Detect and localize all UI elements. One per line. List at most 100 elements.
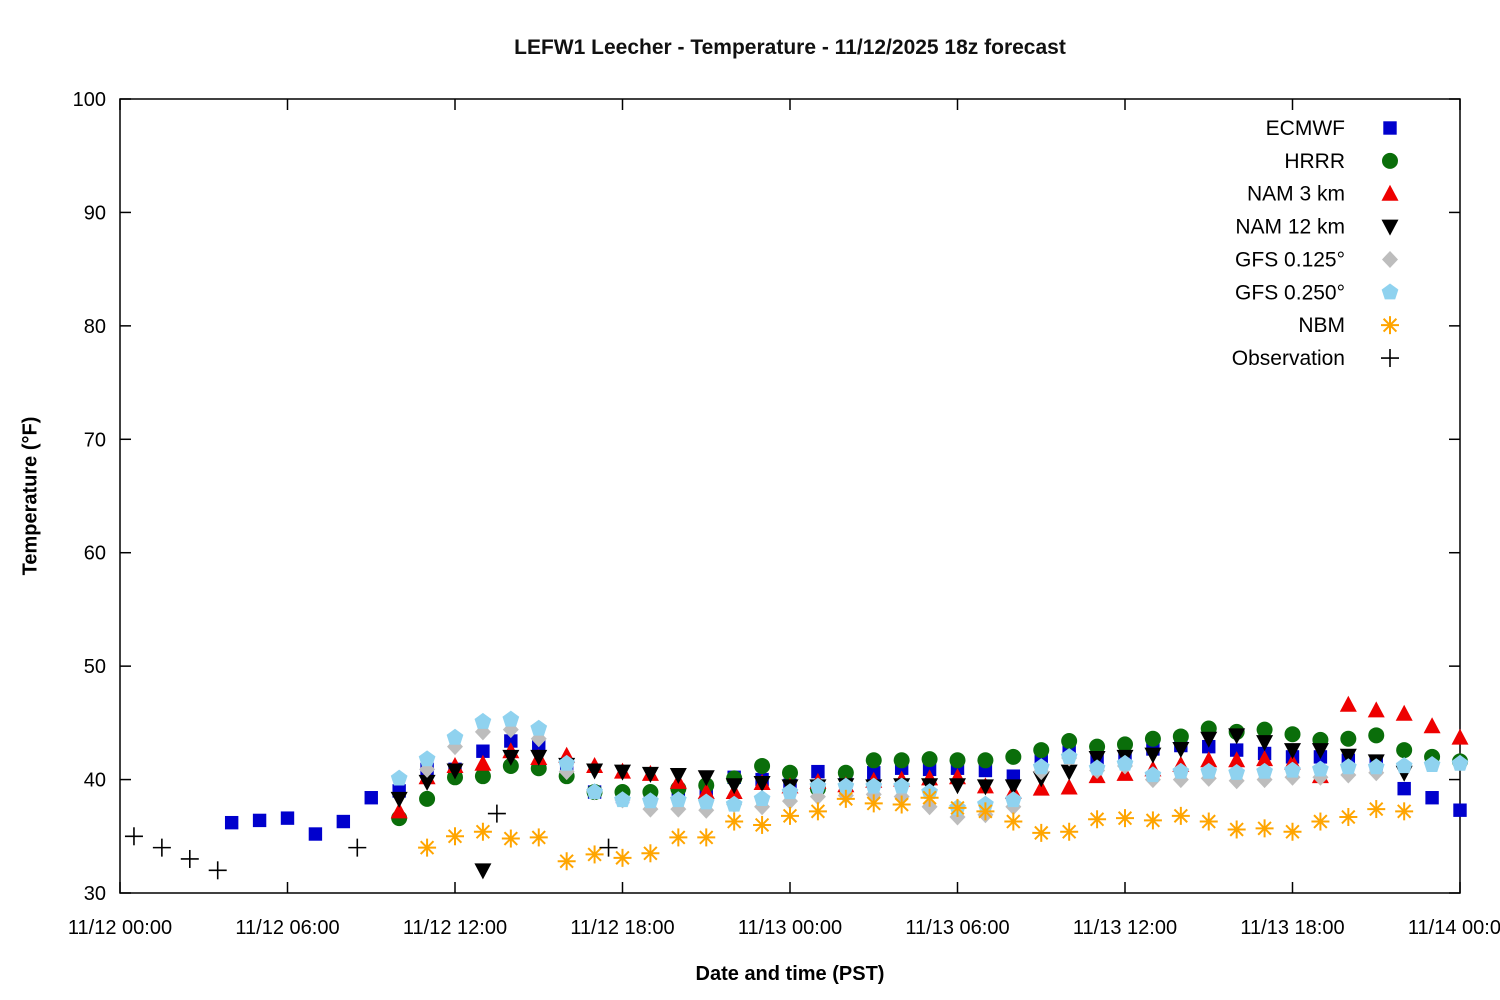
legend-label: Observation [1232,347,1345,370]
point-ecmwf [308,827,323,841]
point-gfs-0250 [1032,758,1050,775]
point-nam-12km [1256,735,1274,752]
point-nbm [1060,822,1079,841]
point-gfs-0250 [1312,760,1329,777]
y-tick-label: 90 [84,202,106,224]
point-gfs-0250 [809,777,827,794]
point-nam-12km [753,775,771,792]
point-nam-12km [1284,743,1301,760]
point-hrrr [502,757,519,774]
point-nbm [473,822,492,841]
diamond-marker-icon [1382,250,1398,268]
y-tick-label: 30 [84,883,106,905]
point-hrrr [1033,742,1050,759]
y-tick-label: 80 [84,316,106,338]
point-hrrr [1117,736,1133,753]
point-nbm [1199,812,1218,831]
legend-item-nam-3km: NAM 3 km [1247,183,1399,206]
series-nbm [418,788,1414,871]
point-nbm [725,812,744,831]
legend-item-gfs-0125: GFS 0.125° [1235,248,1398,271]
point-gfs-0250 [1144,766,1162,783]
point-hrrr [419,790,436,807]
chart-title: LEFW1 Leecher - Temperature - 11/12/2025… [514,36,1066,59]
point-gfs-0250 [697,793,715,810]
point-nbm [1032,823,1051,842]
point-ecmwf [252,813,267,828]
point-nbm [753,815,772,834]
point-observation [487,804,506,823]
point-nam-3km [1200,751,1218,768]
point-ecmwf [1229,743,1244,757]
point-hrrr [1284,726,1301,743]
point-observation [599,838,618,857]
point-gfs-0250 [669,791,687,808]
point-nbm [1311,812,1330,831]
point-nam-3km [1339,695,1357,712]
legend-item-nbm: NBM [1298,314,1399,337]
point-nam-3km [1256,750,1274,767]
point-nam-12km [1200,731,1218,748]
point-hrrr [893,752,910,769]
point-nam-3km [1395,704,1413,721]
point-hrrr [949,752,966,769]
x-tick-label: 11/12 12:00 [403,917,507,939]
x-tick-label: 11/13 00:00 [738,917,842,939]
point-nbm [864,794,883,813]
point-gfs-0250 [446,728,464,745]
point-nam-3km [1367,701,1385,718]
point-nam-12km [949,778,966,795]
point-nam-12km [446,763,464,780]
point-gfs-0250 [1088,759,1106,776]
x-tick-label: 11/13 06:00 [905,917,1009,939]
point-nam-12km [1060,764,1078,781]
point-ecmwf [504,734,518,748]
point-gfs-0250 [642,792,659,809]
point-nam-3km [1060,778,1078,795]
point-gfs-0250 [614,791,631,808]
point-gfs-0250 [1200,762,1218,779]
point-nbm [781,806,799,825]
point-observation [180,849,199,868]
point-ecmwf [280,811,295,825]
x-tick-label: 11/13 18:00 [1240,917,1344,939]
point-nam-12km [725,778,743,795]
point-nam-12km [614,764,631,781]
x-tick-label: 11/12 00:00 [68,917,172,939]
point-nbm [808,802,827,821]
point-nbm [892,795,911,814]
point-nbm [613,848,632,867]
point-hrrr [1005,748,1022,765]
point-gfs-0250 [502,710,520,727]
point-nbm [836,789,855,808]
point-nam-12km [669,768,687,785]
point-gfs-0250 [781,783,799,800]
point-nbm [697,828,716,847]
point-nbm [1255,819,1274,838]
point-nbm [1339,808,1358,827]
point-gfs-0250 [893,777,911,794]
plot-border [119,98,1461,894]
point-nam-3km [474,754,492,771]
point-hrrr [1089,738,1106,755]
point-observation [208,861,227,880]
legend-label: NAM 3 km [1247,183,1345,206]
point-gfs-0250 [1172,762,1190,779]
point-ecmwf [811,764,825,779]
point-nam-12km [1004,779,1022,796]
x-tick-label: 11/12 06:00 [235,917,339,939]
point-nbm [976,802,995,821]
point-nam-12km [641,766,659,783]
y-tick-label: 100 [73,89,106,111]
point-gfs-0250 [1284,761,1301,778]
point-nam-12km [474,863,492,880]
point-observation [152,838,171,857]
y-tick-label: 70 [84,429,106,451]
triangle-up-marker-icon [1381,184,1399,201]
point-nbm [1227,820,1246,839]
point-nbm [585,845,604,864]
square-marker-icon [1383,121,1397,135]
point-nbm [1004,812,1023,831]
point-hrrr [1061,733,1078,750]
